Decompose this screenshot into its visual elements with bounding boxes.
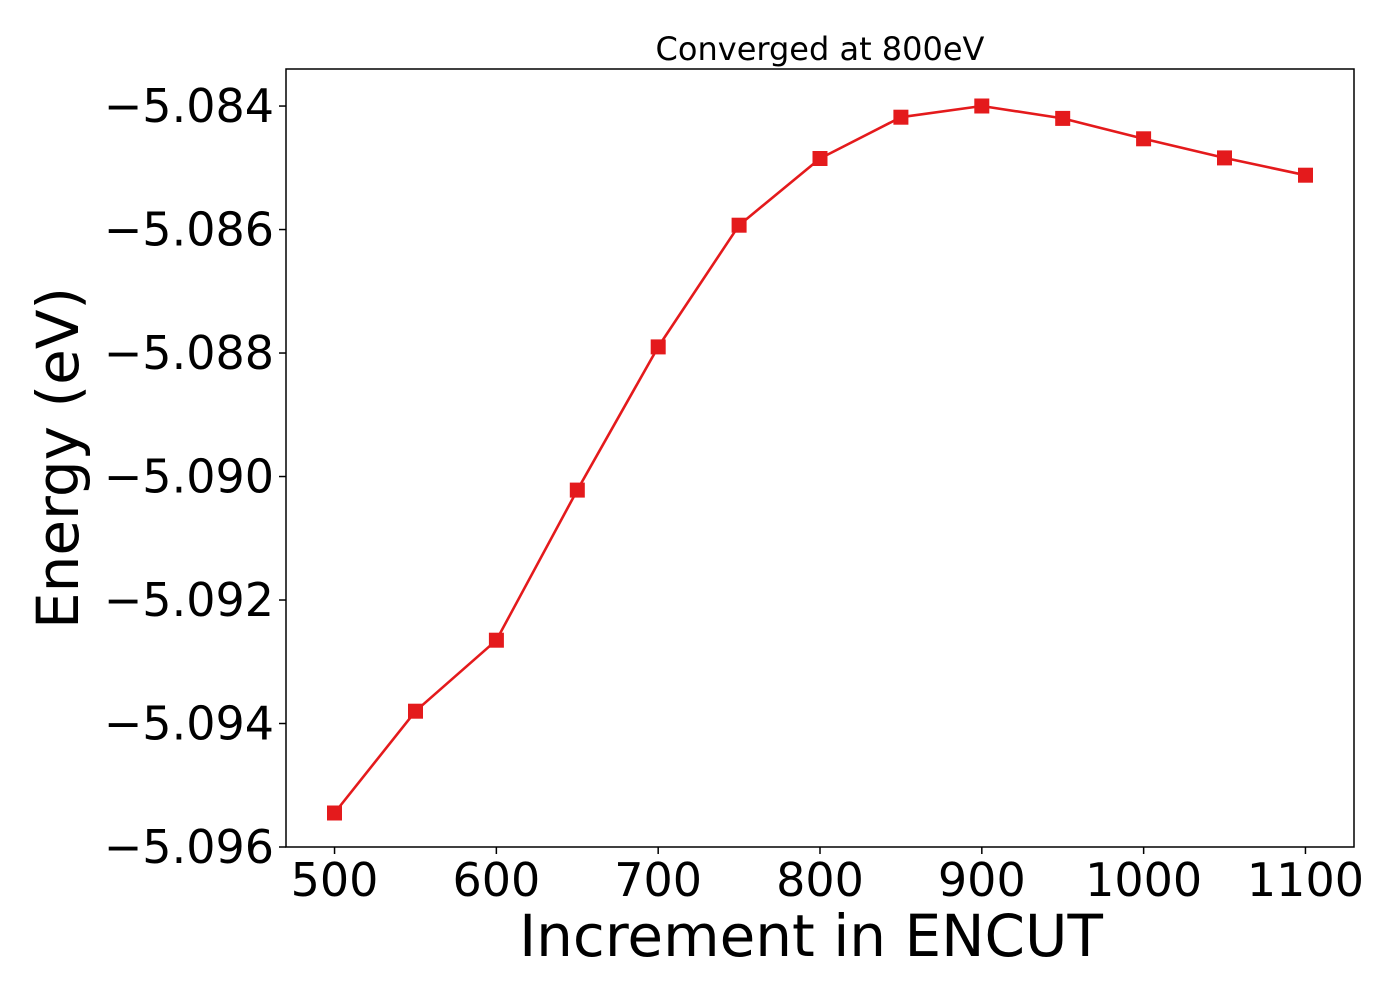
data-point <box>1298 167 1313 183</box>
series-line <box>333 104 1306 814</box>
data-point <box>1055 110 1071 126</box>
x-axis: 500 600 700 800 900 1000 1100 <box>291 847 1364 907</box>
x-tick-label: 1000 <box>1085 853 1202 907</box>
data-point <box>1136 131 1152 147</box>
chart-title: Converged at 800eV <box>656 30 985 68</box>
x-axis-label: Increment in ENCUT <box>519 902 1103 970</box>
y-tick-label: −5.086 <box>104 203 274 257</box>
y-tick-label: −5.090 <box>104 450 274 504</box>
y-tick-label: −5.084 <box>104 79 274 133</box>
data-point <box>974 98 990 114</box>
data-point <box>812 151 828 166</box>
x-tick-label: 800 <box>776 853 864 907</box>
y-tick-label: −5.096 <box>104 820 274 874</box>
data-point <box>1217 150 1232 166</box>
data-point <box>731 217 747 233</box>
x-tick-label: 1100 <box>1247 853 1364 907</box>
y-tick-label: −5.094 <box>104 697 274 751</box>
y-tick-label: −5.092 <box>104 573 274 627</box>
x-tick-label: 600 <box>452 853 540 907</box>
plot-area-frame <box>285 68 1355 848</box>
data-point <box>488 632 504 648</box>
y-axis-label: Energy (eV) <box>24 287 92 629</box>
x-tick-label: 500 <box>291 853 379 907</box>
series-markers <box>327 98 1313 821</box>
x-tick-label: 700 <box>614 853 702 907</box>
data-point <box>650 339 666 355</box>
data-point <box>569 482 585 498</box>
y-axis: −5.096 −5.094 −5.092 −5.090 −5.088 −5.086 −5.0… <box>104 79 286 874</box>
data-point <box>893 109 909 125</box>
data-point <box>327 805 342 821</box>
y-tick-label: −5.088 <box>104 326 274 380</box>
data-point <box>408 703 423 719</box>
x-tick-label: 900 <box>938 853 1026 907</box>
